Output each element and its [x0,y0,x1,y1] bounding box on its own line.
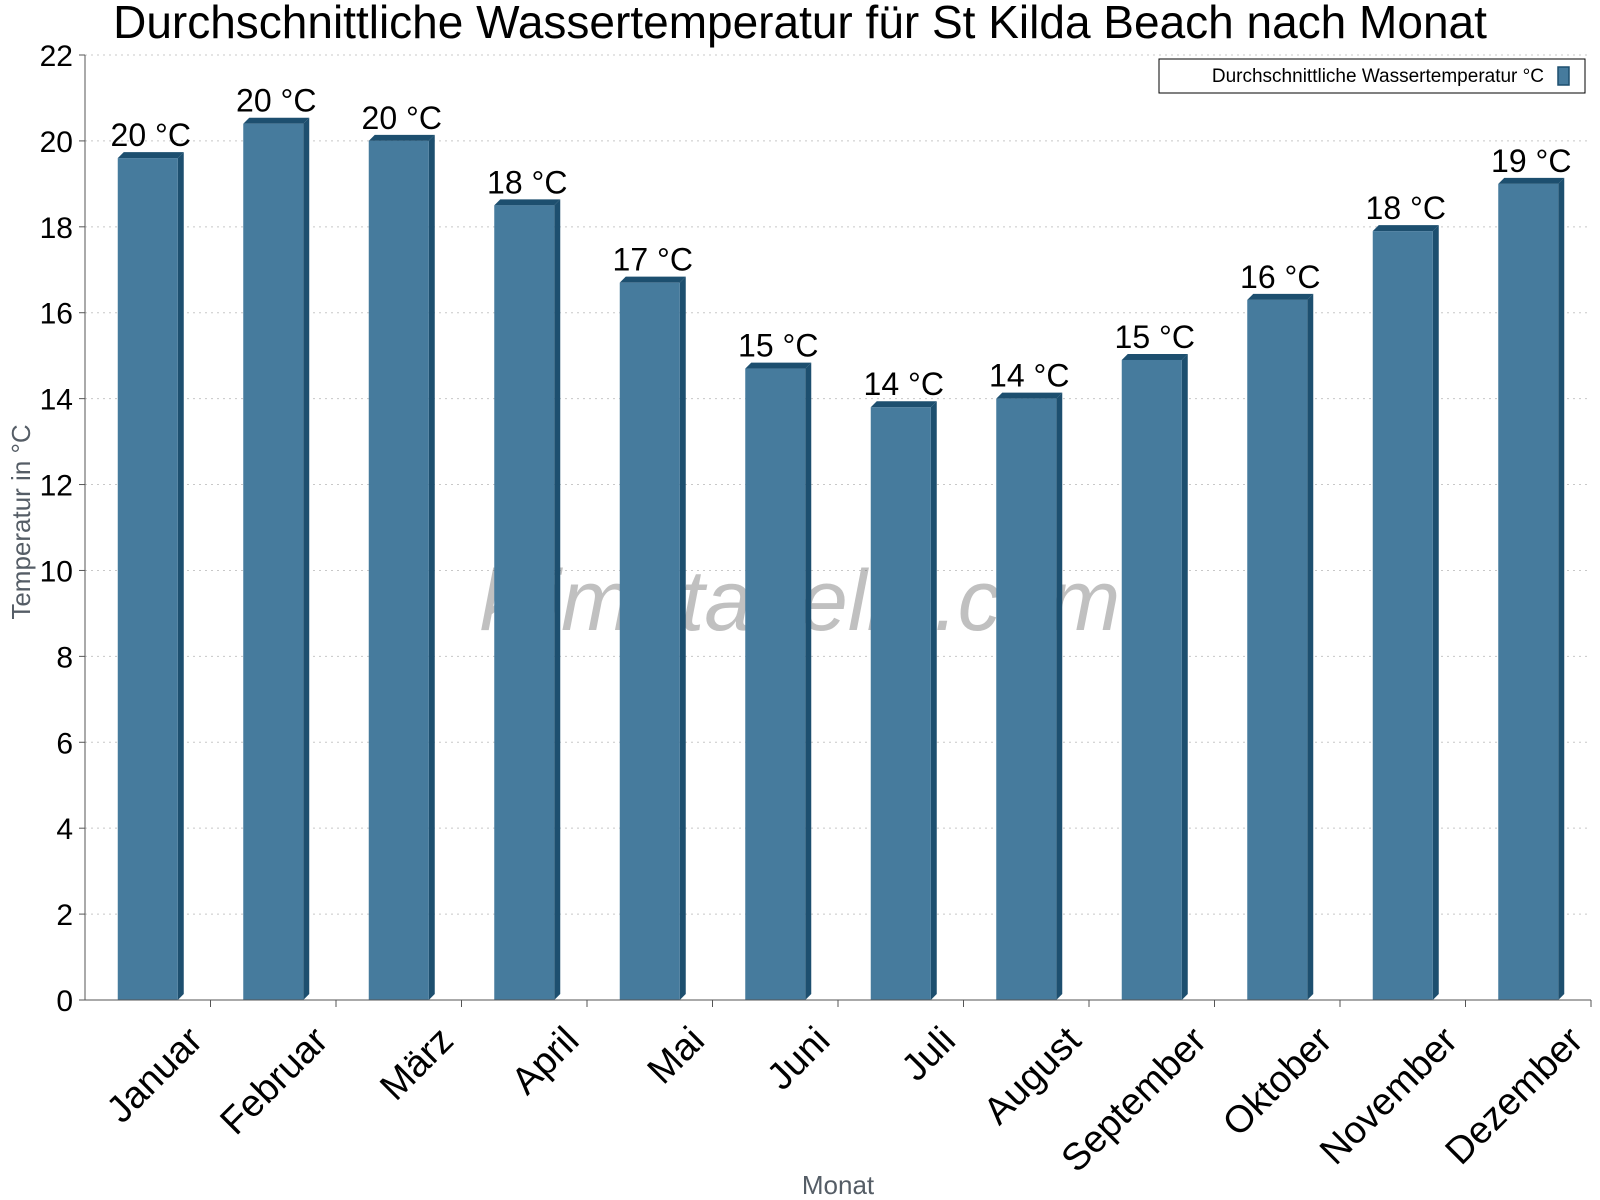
legend: Durchschnittliche Wassertemperatur °C [1158,58,1586,94]
bar-side [1181,353,1188,1000]
y-tick-label: 20 [40,126,73,159]
bar-februar [243,117,310,1000]
bar-juni [745,362,812,1000]
y-tick-label: 12 [40,470,73,503]
bar-side [177,152,184,1000]
gridlines [85,54,1591,915]
bar-side [805,362,812,1000]
bar-top [494,199,561,206]
bar-face [1247,299,1308,1000]
chart-title: Durchschnittliche Wassertemperatur für S… [113,0,1487,48]
y-tick-label: 2 [56,899,73,932]
bar-top [1247,293,1314,300]
data-label: 20 °C [111,117,191,153]
x-tick-label: März [372,1019,461,1108]
y-tick-label: 10 [40,555,73,588]
bar-januar [117,152,184,1000]
bar-side [1432,225,1439,1000]
bar-top [243,117,310,124]
data-label: 14 °C [864,366,944,402]
legend-series-label: Durchschnittliche Wassertemperatur °C [1212,66,1544,87]
y-tick-label: 18 [40,212,73,245]
data-label: 17 °C [613,242,693,278]
bar-top [1498,177,1565,184]
bars [117,117,1565,1001]
x-tick-label: Dezember [1438,1019,1592,1173]
x-tick-label: Januar [99,1019,211,1131]
bar-side [303,117,310,1000]
bar-top [368,134,435,141]
y-tick-label: 4 [56,813,73,846]
data-labels: 20 °C 20 °C 20 °C 18 °C 17 °C 15 °C 14 °C 14 °C… [111,83,1572,402]
x-tick-label: Oktober [1215,1019,1341,1145]
bar-face [1498,183,1559,1000]
x-tick-label: Juni [759,1019,838,1098]
x-axis-ticks: Januar Februar März April Mai Juni Juli AugustS… [99,1000,1592,1180]
y-tick-label: 8 [56,641,73,674]
legend-box [1158,58,1586,94]
data-label: 19 °C [1491,143,1571,179]
data-label: 18 °C [1366,190,1446,226]
bar-november [1372,225,1439,1000]
x-tick-label: Mai [640,1019,713,1092]
bar-mai [619,276,686,1001]
x-axis-title: Monat [802,1170,875,1200]
bar-oktober [1247,293,1314,1000]
bar-top [1121,353,1188,360]
bar-top [870,401,937,408]
bar-side [1056,392,1063,1000]
x-tick-label: Februar [212,1019,336,1143]
y-tick-label: 6 [56,727,73,760]
y-axis-title: Temperatur in °C [6,424,36,619]
y-tick-label: 22 [40,40,73,73]
bar-top [996,392,1063,399]
bar-face [745,368,806,1000]
bar-side [679,276,686,1001]
bar-märz [368,134,435,1001]
bar-face [996,398,1057,1000]
bar-side [1558,177,1565,1000]
bar-face [1372,231,1433,1000]
bar-face [243,123,304,1000]
x-tick-label: Juli [894,1019,964,1089]
bar-april [494,199,561,1000]
bar-side [428,134,435,1001]
data-label: 15 °C [738,328,818,364]
bar-top [619,276,686,283]
bar-face [1121,359,1182,1000]
data-label: 20 °C [362,100,442,136]
x-tick-label: April [504,1019,587,1102]
bar-top [745,362,812,369]
y-axis-ticks: 0 2 4 6 8 10 12 14 16 18 20 22 [40,40,85,1018]
bar-face [870,407,931,1000]
data-label: 20 °C [236,83,316,119]
data-label: 16 °C [1240,259,1320,295]
bar-top [1372,225,1439,232]
bar-side [554,199,561,1000]
bar-september [1121,353,1188,1000]
bar-juli [870,401,937,1000]
bar-side [930,401,937,1000]
data-label: 15 °C [1115,319,1195,355]
y-tick-label: 16 [40,298,73,331]
bar-face [117,158,178,1000]
bar-top [117,152,184,159]
bar-face [494,205,555,1000]
y-tick-label: 0 [56,985,73,1018]
data-label: 18 °C [487,164,567,200]
bar-face [368,140,429,1001]
x-tick-label: August [976,1019,1090,1133]
bar-august [996,392,1063,1000]
bar-dezember [1498,177,1565,1000]
bar-face [619,282,680,1001]
legend-swatch [1557,66,1570,86]
y-tick-label: 14 [40,384,73,417]
data-label: 14 °C [989,358,1069,394]
bar-side [1307,293,1314,1000]
